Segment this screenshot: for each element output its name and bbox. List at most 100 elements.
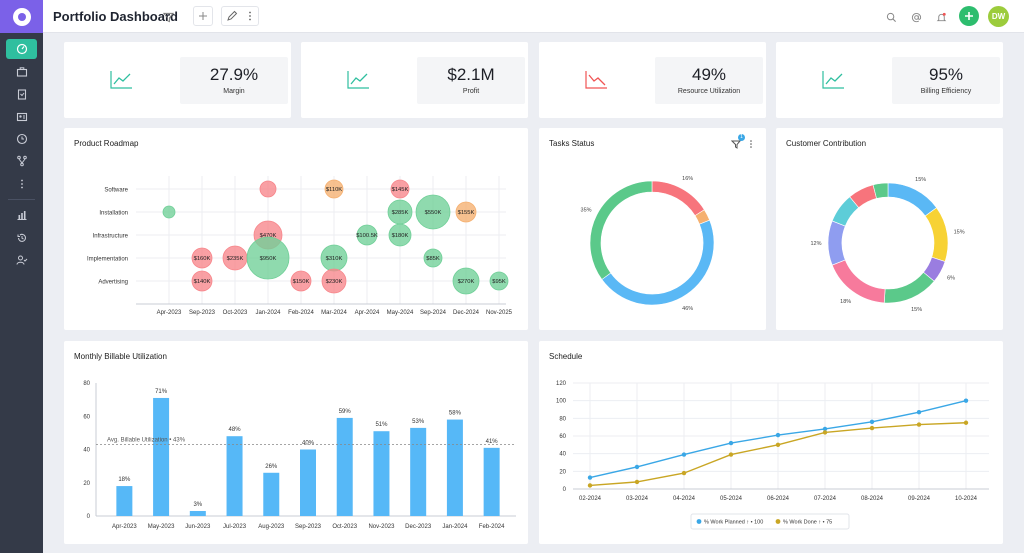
filter-button[interactable] [159,8,177,26]
sidebar-item-dashboard[interactable] [6,39,37,59]
bubble-point [415,194,451,230]
tasks-filter-button[interactable]: 1 [730,134,745,149]
series-point [587,475,593,480]
series-point [634,464,640,470]
mentions-button[interactable] [907,8,925,26]
y-tick-label: 40 [83,448,90,454]
x-tick-label: 08-2024 [861,496,884,502]
bubble-point [246,236,290,280]
sidebar-item-workflow[interactable] [11,151,33,171]
x-tick-label: Nov-2025 [486,310,513,316]
bar-value-label: 40% [302,441,315,447]
bar [373,431,390,516]
billable-bar-chart: 0 20 40 60 80 18% Apr-2023 71% May-2023 3% Jun-202… [83,381,516,530]
customer-donut-chart: 15% 15% 6% 15% 18% 12% [810,177,964,313]
edit-actions-group [221,6,259,26]
clock-icon [16,133,28,145]
legend-label: % Work Done ↑ • 75 [783,520,832,526]
sidebar-item-projects[interactable] [11,62,33,82]
tasks-more-button[interactable] [747,137,755,149]
kpi-value-box: 95% Billing Efficiency [892,57,1000,104]
donut-slice [831,259,886,304]
donut-slice [924,207,949,262]
bubble-label: $950K [260,256,277,262]
bubble-label: $140K [194,279,211,285]
sidebar-item-more[interactable] [11,174,33,194]
dashboard-icon [16,43,27,55]
bar [116,486,133,516]
card-title: Product Roadmap [74,139,139,148]
bell-icon [936,12,946,21]
bubble-label: $100.5K [356,233,378,239]
plus-icon [965,12,973,20]
y-tick-label: 0 [87,514,91,520]
card-title: Customer Contribution [786,139,867,148]
y-tick-label: Software [104,188,128,194]
filter-count-badge: 1 [738,134,745,141]
bubble-label: $550K [425,210,442,216]
x-tick-label: 09-2024 [908,496,931,502]
bar-value-label: 3% [193,502,202,508]
add-view-button[interactable] [193,6,213,26]
legend-box [690,513,850,530]
y-tick-label: 20 [559,469,566,475]
y-tick-label: 80 [83,381,90,387]
sidebar-item-reports[interactable] [11,205,33,225]
top-header: Portfolio Dashboard DW [43,0,1024,33]
card-title: Schedule [549,352,583,361]
create-button[interactable] [959,6,979,26]
schedule-card: Schedule 0 20 40 60 80 100 120 02-2024 03-2024 04… [539,341,1003,544]
clipboard-icon [17,89,27,100]
kpi-card-billing-efficiency: 95% Billing Efficiency [776,42,1003,118]
legend-marker [696,519,702,524]
y-tick-label: Installation [99,211,128,217]
kpi-label: Resource Utilization [677,88,741,95]
logo-icon [12,7,31,26]
sidebar-item-resources[interactable] [11,107,33,127]
kpi-value-box: 49% Resource Utilization [655,57,763,104]
x-tick-label: Sep-2023 [295,524,322,530]
user-check-icon [16,255,28,265]
bubble-label: $145K [392,187,409,193]
bar-value-label: 26% [265,464,278,470]
bar-value-label: 58% [449,411,462,417]
donut-slice [883,271,935,304]
donut-slice [872,182,889,199]
bar [226,436,243,516]
app-logo[interactable] [0,0,43,33]
bubble-label: $155K [458,210,475,216]
x-tick-label: May-2023 [148,524,175,530]
pencil-icon[interactable] [223,7,241,25]
x-tick-label: Apr-2023 [112,524,137,530]
kpi-value: 27.9% [209,65,259,84]
avatar[interactable]: DW [988,6,1009,27]
sidebar-item-users[interactable] [11,250,33,270]
kpi-label: Billing Efficiency [920,88,972,95]
id-card-icon [16,112,28,122]
more-vertical-icon[interactable] [245,7,255,25]
card-title: Monthly Billable Utilization [74,352,167,361]
bubble-point [423,248,443,268]
y-tick-label: 60 [559,434,566,440]
bubble-label: $180K [392,233,409,239]
series-point [775,442,781,448]
bar [446,419,463,516]
bubble-label: $95K [492,279,506,285]
series-point [587,483,593,488]
search-button[interactable] [882,8,900,26]
donut-slice [887,182,937,217]
sidebar-item-timesheet[interactable] [11,129,33,149]
x-tick-label: Feb-2024 [479,524,505,530]
x-tick-label: Apr-2024 [355,310,380,316]
notifications-button[interactable] [932,8,950,26]
bubble-label: $150K [293,279,310,285]
search-icon [886,12,896,22]
x-tick-label: 07-2024 [814,496,837,502]
sidebar-item-tasks[interactable] [11,84,33,104]
x-tick-label: 04-2024 [673,496,696,502]
sidebar-item-history[interactable] [11,228,33,248]
bubble-label: $110K [326,187,342,193]
series-point [869,425,875,431]
y-tick-label: 60 [83,414,90,420]
bar-value-label: 41% [486,439,499,445]
